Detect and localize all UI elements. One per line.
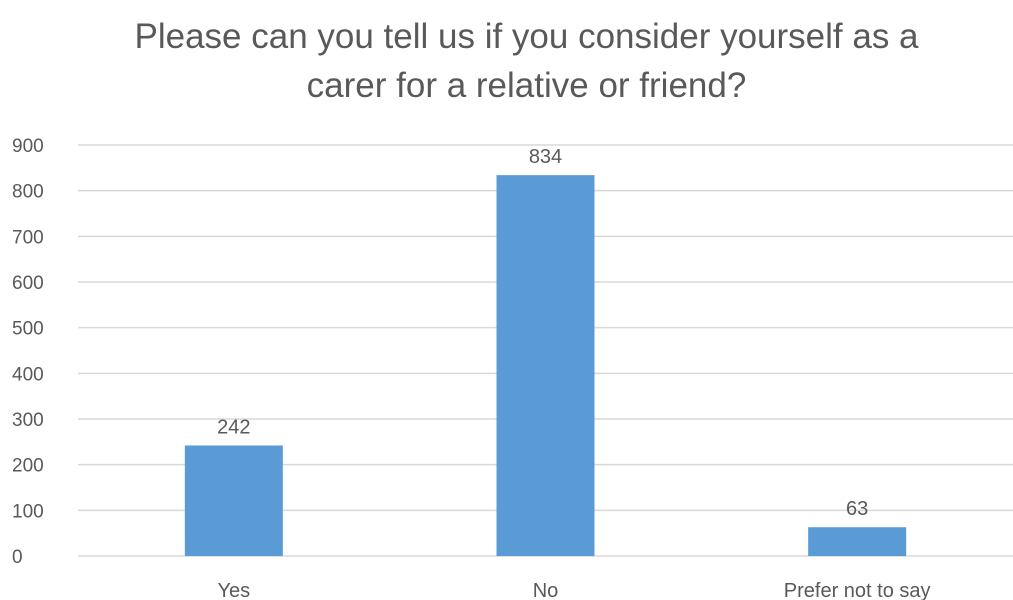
x-tick-label: No <box>533 580 559 600</box>
data-label: 242 <box>217 416 250 438</box>
chart-title-line-2: carer for a relative or friend? <box>306 66 747 105</box>
x-tick-label: Yes <box>218 580 251 600</box>
y-tick-label: 300 <box>12 410 44 431</box>
y-tick-label: 0 <box>12 547 23 568</box>
bar-no <box>496 175 595 556</box>
data-label: 834 <box>529 146 562 168</box>
y-tick-label: 500 <box>12 319 44 340</box>
x-axis-tick-labels: Yes No Prefer not to say <box>218 580 931 600</box>
bar-prefer-not-to-say <box>808 527 907 556</box>
y-tick-label: 900 <box>12 136 44 157</box>
data-label: 63 <box>846 498 868 520</box>
bars <box>184 175 907 556</box>
y-tick-label: 400 <box>12 364 44 385</box>
chart-title-line-1: Please can you tell us if you consider y… <box>134 17 919 56</box>
y-tick-label: 600 <box>12 273 44 294</box>
y-tick-label: 800 <box>12 182 44 203</box>
x-tick-label: Prefer not to say <box>784 580 931 600</box>
chart-title: Please can you tell us if you consider y… <box>0 12 1013 110</box>
y-tick-label: 700 <box>12 227 44 248</box>
y-tick-label: 100 <box>12 501 44 522</box>
bar-yes <box>184 445 283 556</box>
y-axis-tick-labels: 0 100 200 300 400 500 600 700 800 900 <box>12 136 44 568</box>
data-labels: 242 834 63 <box>217 146 868 520</box>
y-tick-label: 200 <box>12 456 44 477</box>
